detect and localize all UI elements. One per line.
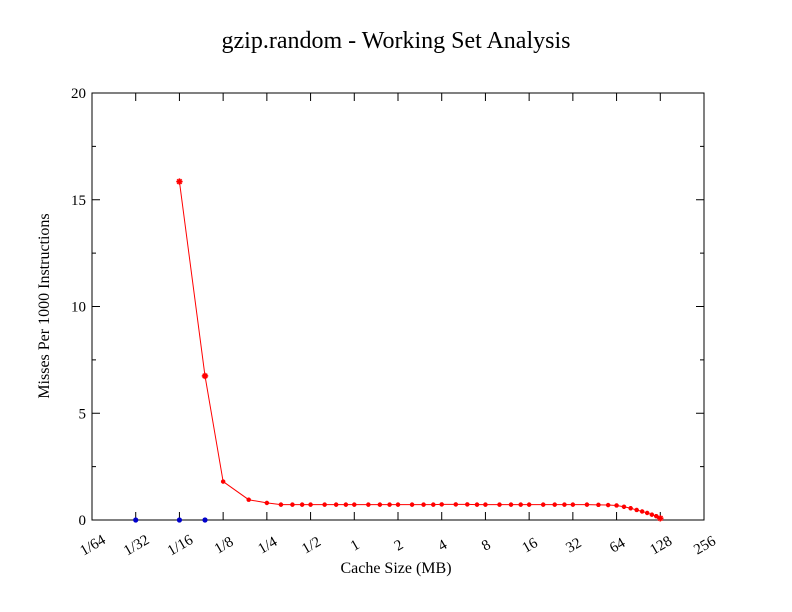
x-tick-label: 128 xyxy=(648,533,675,558)
x-tick-label: 2 xyxy=(392,537,406,555)
data-point xyxy=(628,506,633,511)
x-tick-label: 1/4 xyxy=(256,534,281,558)
data-point xyxy=(518,502,523,507)
x-tick-label: 8 xyxy=(479,537,493,555)
x-tick-label: 1/2 xyxy=(299,534,324,557)
data-point xyxy=(584,502,590,507)
data-point xyxy=(657,515,664,522)
data-point xyxy=(290,502,295,507)
data-point xyxy=(644,510,650,516)
data-point xyxy=(409,502,415,507)
data-point xyxy=(526,502,532,507)
x-tick-label: 1 xyxy=(348,537,362,555)
data-point xyxy=(552,502,557,507)
data-point xyxy=(202,517,208,523)
data-point xyxy=(621,504,627,509)
data-point xyxy=(654,513,659,519)
data-point xyxy=(299,502,305,507)
y-tick-label: 20 xyxy=(71,86,86,102)
data-point xyxy=(439,502,444,507)
data-point xyxy=(508,502,514,507)
x-tick-label: 16 xyxy=(520,535,541,557)
data-point xyxy=(474,502,480,507)
data-point xyxy=(421,502,426,507)
data-point xyxy=(497,502,502,507)
x-tick-label: 1/32 xyxy=(121,532,152,559)
y-tick-label: 5 xyxy=(79,406,87,422)
data-point xyxy=(465,502,470,507)
series-1 xyxy=(133,517,208,523)
data-point xyxy=(387,502,392,507)
data-point xyxy=(322,502,327,507)
data-point xyxy=(176,178,183,185)
data-point xyxy=(431,502,436,507)
data-point xyxy=(596,502,601,508)
y-tick-label: 15 xyxy=(71,193,86,209)
data-point xyxy=(605,502,611,508)
data-point xyxy=(201,372,209,380)
data-point xyxy=(453,502,458,507)
plot-area-frame xyxy=(91,92,705,521)
series-0 xyxy=(176,178,664,522)
data-point xyxy=(133,517,139,523)
data-point xyxy=(570,502,576,507)
data-point xyxy=(176,517,183,523)
data-point xyxy=(246,497,251,502)
data-point xyxy=(649,512,655,517)
data-point xyxy=(366,502,371,507)
data-point xyxy=(483,502,488,507)
data-point xyxy=(220,479,226,484)
data-point xyxy=(541,502,546,507)
x-tick-label: 256 xyxy=(691,533,719,558)
y-tick-label: 0 xyxy=(79,513,87,529)
y-tick-label: 10 xyxy=(71,300,86,316)
x-tick-label: 1/64 xyxy=(77,532,109,559)
x-tick-label: 1/16 xyxy=(165,532,197,559)
data-point xyxy=(639,509,645,514)
data-point xyxy=(352,502,357,507)
x-axis-label: Cache Size (MB) xyxy=(340,560,452,577)
data-point xyxy=(377,502,383,507)
x-tick-label: 32 xyxy=(563,535,584,556)
chart-title: gzip.random - Working Set Analysis xyxy=(221,28,571,54)
data-point xyxy=(278,502,284,507)
data-point xyxy=(308,502,313,507)
data-point xyxy=(333,502,339,507)
data-point xyxy=(562,502,567,507)
data-point xyxy=(634,507,639,513)
x-tick-label: 64 xyxy=(607,535,628,557)
data-point xyxy=(395,502,401,507)
x-tick-label: 4 xyxy=(435,537,450,555)
data-point xyxy=(614,503,619,508)
series-line xyxy=(178,181,661,519)
data-point xyxy=(264,500,270,506)
data-point xyxy=(343,502,349,507)
x-tick-label: 1/8 xyxy=(212,534,237,557)
